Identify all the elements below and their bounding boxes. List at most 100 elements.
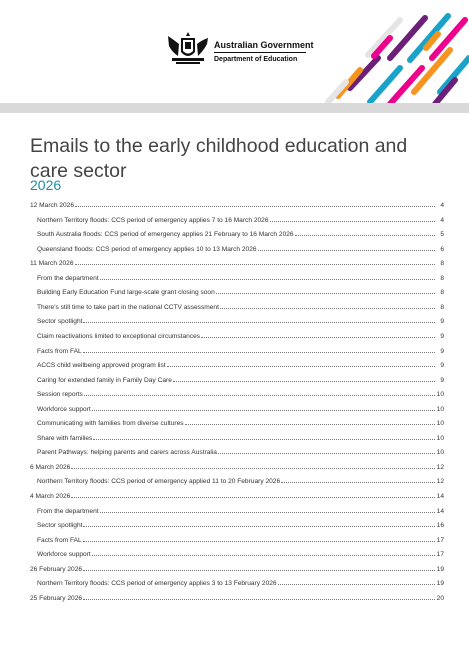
header-divider: [214, 52, 306, 53]
toc-entry-title: Sector spotlight: [37, 522, 83, 530]
toc-leader-dots: [215, 288, 435, 295]
header-band: [0, 103, 469, 113]
toc-leader-dots: [91, 405, 435, 411]
toc-leader-dots: [83, 390, 435, 397]
toc-entry[interactable]: Northern Territory floods: CCS period of…: [37, 216, 444, 226]
toc-entry[interactable]: Facts from FAL 9: [37, 347, 444, 357]
toc-leader-dots: [166, 361, 435, 368]
toc-date-entry[interactable]: 12 March 2026 4: [30, 201, 444, 211]
toc-entry-title: From the department: [37, 507, 99, 515]
page-title: Emails to the early childhood education …: [30, 135, 408, 183]
toc-page-number: 17: [436, 536, 444, 544]
toc-entry[interactable]: Parent Pathways: helping parents and car…: [37, 448, 444, 458]
toc-leader-dots: [269, 216, 435, 222]
toc-entry-title: Session reports: [37, 391, 83, 399]
toc-entry-title: ACCS child wellbeing approved program li…: [37, 362, 166, 370]
toc-leader-dots: [83, 521, 435, 528]
toc-page-number: 10: [436, 405, 444, 413]
toc-entry-title: 25 February 2026: [30, 594, 83, 602]
toc-entry[interactable]: Session reports 10: [37, 390, 444, 400]
toc-page-number: 19: [436, 580, 444, 588]
toc-entry[interactable]: Workforce support 17: [37, 550, 444, 560]
toc-entry[interactable]: Workforce support 10: [37, 405, 444, 415]
toc-leader-dots: [257, 245, 435, 251]
toc-page-number: 12: [436, 478, 444, 486]
toc-entry[interactable]: From the department 14: [37, 507, 444, 517]
toc-leader-dots: [71, 492, 435, 498]
toc-entry-title: Parent Pathways: helping parents and car…: [37, 449, 217, 457]
toc-entry-title: Facts from FAL: [37, 347, 82, 355]
toc-entry-title: 4 March 2026: [30, 493, 71, 500]
toc-entry[interactable]: Claim reactivations limited to exception…: [37, 332, 444, 342]
government-name: Australian Government: [214, 40, 314, 50]
toc-entry-title: Workforce support: [37, 405, 91, 413]
toc-page-number: 9: [440, 347, 444, 355]
toc-entry[interactable]: Communicating with families from diverse…: [37, 419, 444, 429]
toc-date-entry[interactable]: 4 March 2026 14: [30, 492, 444, 502]
toc-leader-dots: [83, 317, 435, 324]
toc-leader-dots: [294, 230, 435, 237]
toc-entry-title: 6 March 2026: [30, 463, 71, 471]
toc-entry[interactable]: Northern Territory floods: CCS period of…: [37, 579, 444, 589]
toc-leader-dots: [71, 463, 435, 469]
toc-entry[interactable]: Northern Territory floods: CCS period of…: [37, 477, 444, 487]
toc-entry[interactable]: There's still time to take part in the n…: [37, 303, 444, 313]
toc-entry-title: Caring for extended family in Family Day…: [37, 376, 172, 384]
toc-leader-dots: [217, 448, 435, 455]
toc-entry[interactable]: Sector spotlight 16: [37, 521, 444, 531]
toc-page-number: 20: [436, 594, 444, 602]
toc-entry[interactable]: Share with families 10: [37, 434, 444, 444]
toc-leader-dots: [93, 434, 435, 440]
toc-leader-dots: [91, 550, 435, 557]
toc-date-entry[interactable]: 6 March 2026 12: [30, 463, 444, 473]
toc-page-number: 14: [436, 507, 444, 515]
toc-page-number: 8: [440, 260, 444, 268]
toc-leader-dots: [281, 477, 435, 484]
toc-date-entry[interactable]: 26 February 2026 19: [30, 565, 444, 575]
toc-page-number: 9: [440, 362, 444, 370]
toc-entry[interactable]: Queensland floods: CCS period of emergen…: [37, 245, 444, 255]
toc-entry-title: South Australia floods: CCS period of em…: [37, 231, 294, 239]
toc-page-number: 5: [440, 231, 444, 239]
toc-leader-dots: [201, 332, 435, 338]
toc-entry-title: Communicating with families from diverse…: [37, 420, 184, 428]
toc-entry-title: Sector spotlight: [37, 318, 83, 326]
toc-page-number: 9: [440, 376, 444, 384]
toc-page-number: 16: [436, 522, 444, 530]
year-heading: 2026: [30, 177, 62, 193]
toc-entry-title: Queensland floods: CCS period of emergen…: [37, 245, 257, 253]
decorative-stripes: [325, 13, 469, 107]
toc-page-number: 10: [436, 420, 444, 428]
toc-entry-title: Facts from FAL: [37, 536, 82, 544]
toc-page-number: 14: [436, 493, 444, 500]
toc-entry-title: Workforce support: [37, 551, 91, 559]
toc-date-entry[interactable]: 25 February 2026 20: [30, 594, 444, 604]
toc-page-number: 9: [440, 318, 444, 326]
toc-entry[interactable]: Sector spotlight 9: [37, 317, 444, 327]
toc-page-number: 4: [440, 202, 444, 209]
toc-entry-title: Northern Territory floods: CCS period of…: [37, 580, 277, 588]
toc-entry-title: There's still time to take part in the n…: [37, 303, 219, 311]
toc-entry-title: Northern Territory floods: CCS period of…: [37, 478, 281, 486]
coat-of-arms-icon: [168, 32, 208, 64]
toc-entry[interactable]: Facts from FAL 17: [37, 536, 444, 546]
toc-leader-dots: [74, 259, 435, 266]
toc-page-number: 19: [436, 565, 444, 573]
toc-leader-dots: [82, 536, 435, 542]
toc-leader-dots: [172, 376, 435, 382]
toc-page-number: 10: [436, 391, 444, 399]
document-header: Australian Government Department of Educ…: [0, 0, 469, 108]
toc-entry[interactable]: ACCS child wellbeing approved program li…: [37, 361, 444, 371]
toc-entry[interactable]: From the department 8: [37, 274, 444, 284]
toc-entry[interactable]: Building Early Education Fund large-scal…: [37, 288, 444, 298]
toc-page-number: 10: [436, 434, 444, 442]
toc-entry-title: Claim reactivations limited to exception…: [37, 332, 201, 340]
toc-page-number: 17: [436, 551, 444, 559]
toc-entry-title: Building Early Education Fund large-scal…: [37, 289, 215, 297]
toc-entry[interactable]: Caring for extended family in Family Day…: [37, 376, 444, 386]
toc-leader-dots: [99, 274, 435, 280]
toc-date-entry[interactable]: 11 March 2026 8: [30, 259, 444, 269]
toc-page-number: 4: [440, 216, 444, 224]
toc-leader-dots: [83, 594, 435, 600]
toc-entry[interactable]: South Australia floods: CCS period of em…: [37, 230, 444, 240]
